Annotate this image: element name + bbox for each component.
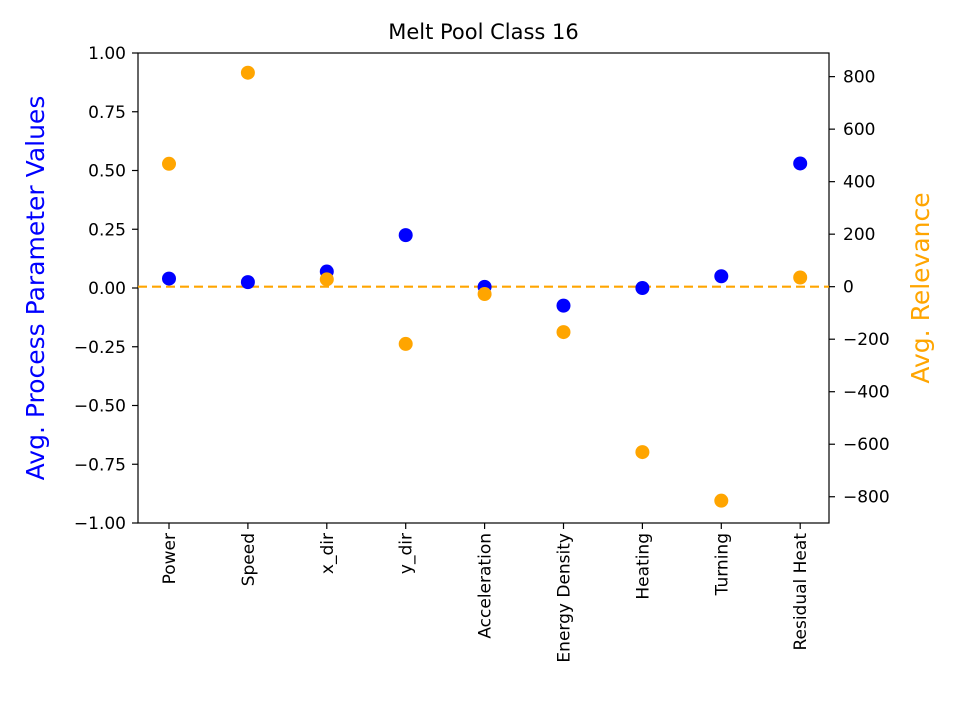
- right-axis-tick-label: −600: [843, 435, 890, 455]
- relevance-point: [319, 272, 334, 287]
- relevance-point: [556, 325, 571, 340]
- process-parameter-point: [635, 281, 650, 295]
- x-axis-tick-label: Acceleration: [476, 533, 496, 639]
- process-parameter-point: [398, 228, 413, 243]
- right-axis-tick-label: 0: [843, 278, 854, 298]
- x-axis-tick-label: y_dir: [397, 533, 417, 574]
- right-axis-tick-label: −800: [843, 488, 890, 508]
- process-parameter-point: [556, 298, 571, 313]
- right-axis-tick-label: 200: [843, 225, 875, 245]
- x-axis-tick-label: Turning: [712, 533, 732, 596]
- left-axis-tick-label: −1.00: [74, 514, 126, 534]
- left-axis-label: Avg. Process Parameter Values: [21, 96, 50, 481]
- right-axis-tick-label: 400: [843, 173, 875, 193]
- left-axis-tick-label: −0.75: [74, 455, 126, 475]
- left-axis-tick-label: 0.50: [88, 162, 126, 182]
- x-axis-tick-label: Residual Heat: [791, 533, 811, 651]
- right-axis-tick-label: 800: [843, 68, 875, 88]
- x-axis-tick-label: Heating: [633, 533, 653, 600]
- right-axis-tick-label: −400: [843, 383, 890, 403]
- right-axis-tick-label: 600: [843, 120, 875, 140]
- relevance-point: [398, 336, 413, 351]
- left-axis-tick-label: 0.75: [88, 103, 126, 123]
- relevance-point: [477, 287, 492, 302]
- x-axis-tick-label: Energy Density: [555, 533, 575, 663]
- right-axis-tick-label: −200: [843, 330, 890, 350]
- relevance-point: [162, 156, 176, 171]
- right-axis-label: Avg. Relevance: [906, 192, 935, 383]
- left-axis-tick-label: −0.50: [74, 397, 126, 417]
- process-parameter-point: [240, 275, 255, 290]
- x-axis-tick-label: Speed: [239, 533, 259, 586]
- relevance-point: [240, 65, 255, 80]
- relevance-point: [793, 270, 808, 285]
- plot-area: −1.00 −0.75 −0.50 −0.25 0.00 0.25 0.50 0.75 1.00…: [74, 44, 890, 663]
- left-axis-tick-label: 0.00: [88, 279, 126, 299]
- chart-title: Melt Pool Class 16: [388, 20, 579, 44]
- process-parameter-point: [793, 156, 808, 171]
- left-axis-tick-label: 1.00: [88, 44, 126, 64]
- x-axis-tick-label: Power: [160, 533, 180, 584]
- left-axis-tick-label: 0.25: [88, 220, 126, 240]
- relevance-point: [635, 445, 650, 460]
- process-parameter-point: [162, 271, 176, 286]
- left-axis-tick-label: −0.25: [74, 338, 126, 358]
- relevance-point: [714, 493, 729, 508]
- process-parameter-point: [714, 269, 729, 284]
- x-axis-tick-label: x_dir: [318, 533, 338, 574]
